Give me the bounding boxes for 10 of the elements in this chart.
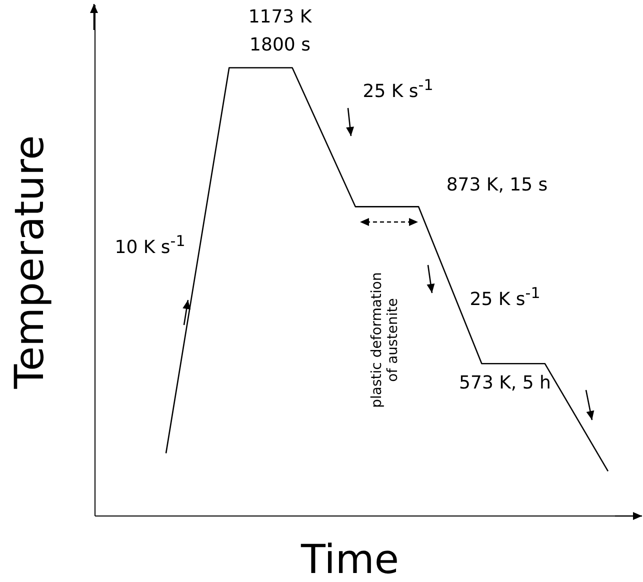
- x-axis-title: Time: [301, 537, 399, 582]
- annotation: 25 K s$^{-1}$: [470, 284, 540, 311]
- annotation: 10 K s$^{-1}$: [114, 232, 186, 259]
- annotation: plastic deformation of austenite: [368, 271, 402, 410]
- text: 1173 K: [248, 6, 312, 28]
- text: 1800 s: [250, 34, 310, 56]
- annotation: 25 K s$^{-1}$: [362, 76, 434, 103]
- annotation: 873 K, 15 s: [446, 174, 548, 196]
- annotation: 573 K, 5 h: [459, 372, 551, 394]
- y-axis-title: Temperature: [7, 135, 53, 389]
